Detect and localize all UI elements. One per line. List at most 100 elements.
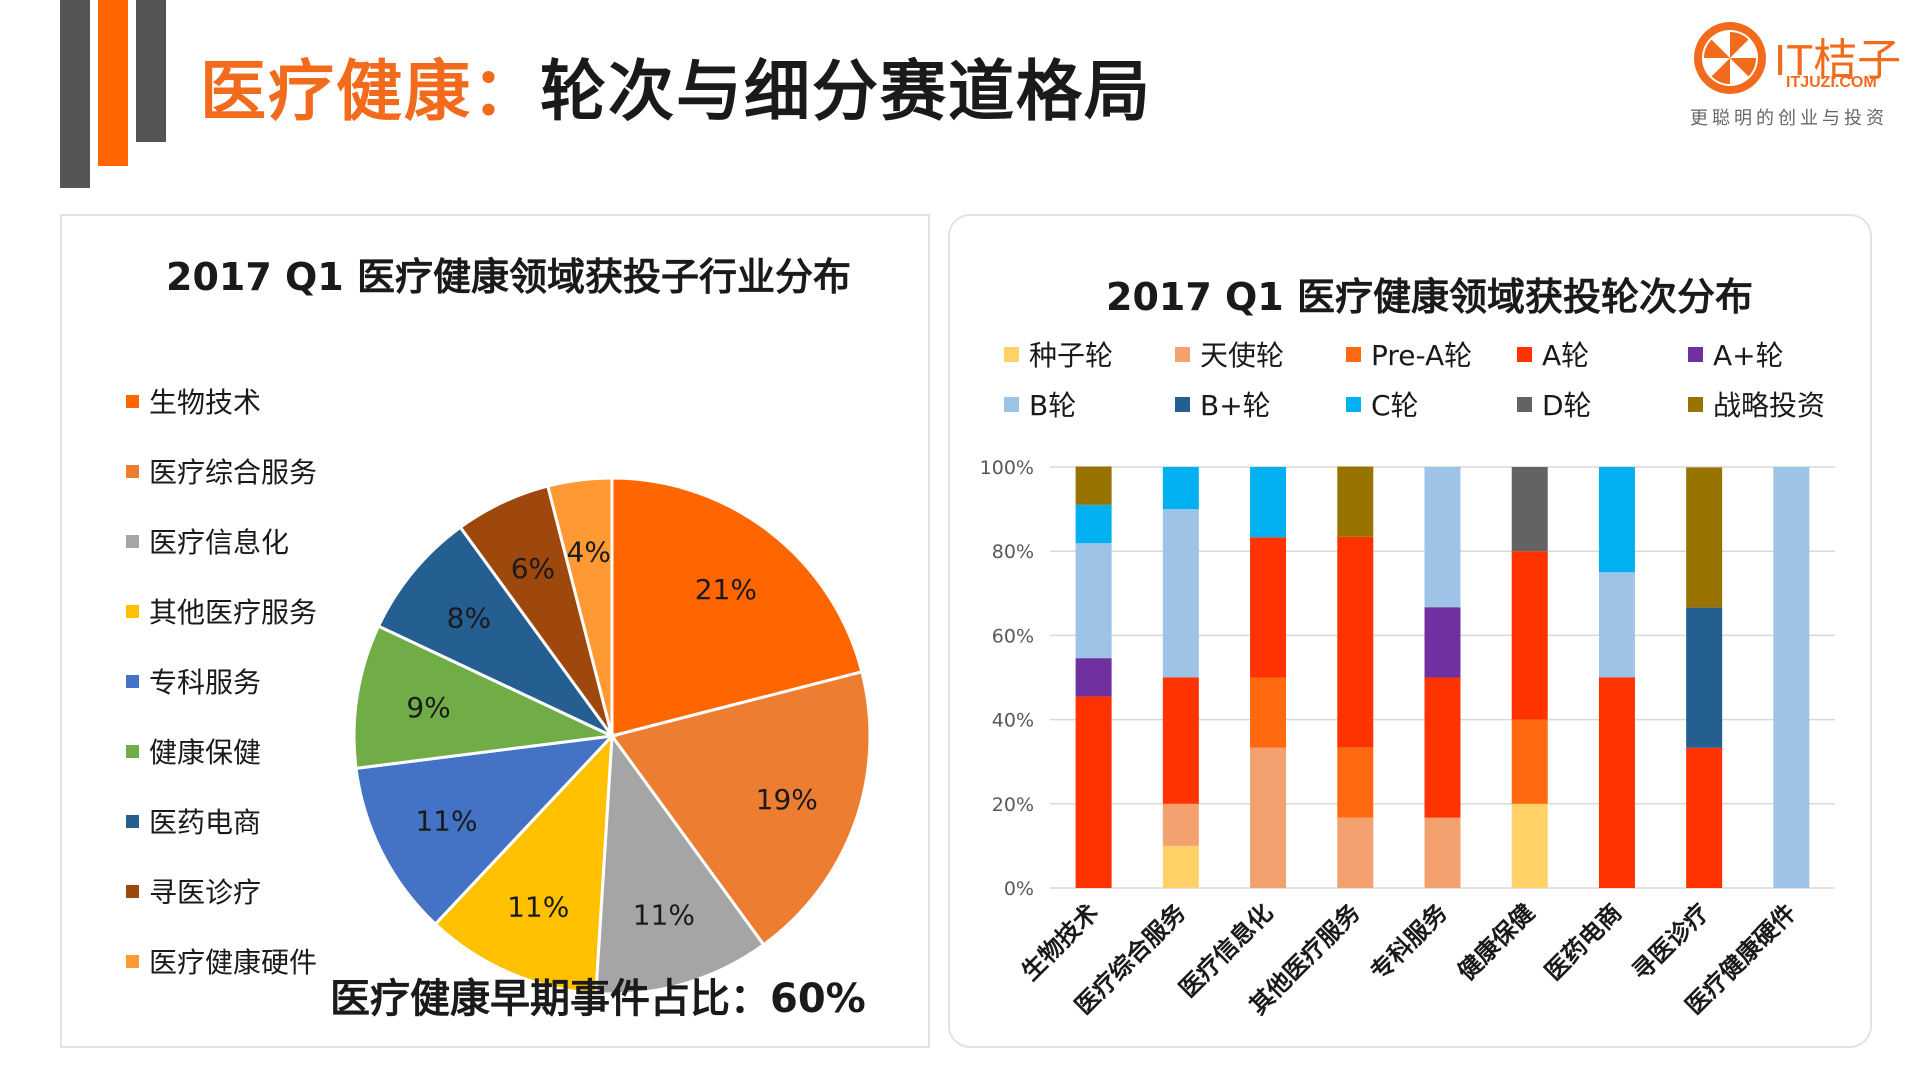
bar-segment — [1075, 543, 1112, 659]
bar-segment — [1162, 467, 1199, 510]
bar-segment — [1424, 677, 1461, 818]
pie-slice-label: 9% — [406, 691, 450, 724]
legend-swatch — [1175, 346, 1190, 362]
bar-legend-item: Pre-A轮 — [1346, 334, 1472, 374]
bar-legend-label: 战略投资 — [1713, 389, 1826, 422]
bar-segment — [1424, 467, 1461, 608]
bar-segment — [1162, 677, 1199, 804]
bar-legend-item: D轮 — [1517, 384, 1592, 424]
bar-segment — [1337, 536, 1374, 748]
bar-segment — [1773, 467, 1810, 888]
pie-slice-label: 6% — [511, 552, 555, 585]
legend-swatch — [126, 394, 139, 408]
bar-legend-item: C轮 — [1346, 384, 1419, 424]
pie-slice — [594, 731, 766, 996]
bar-legend-item: A+轮 — [1688, 334, 1784, 374]
pie-slice-label: 19% — [756, 783, 818, 816]
bar-legend-item: B轮 — [1004, 384, 1076, 424]
bar-segment — [1598, 572, 1635, 678]
pie-legend-item: 专科服务 — [126, 646, 317, 716]
x-category-label: 寻医诊疗 — [1627, 898, 1715, 986]
legend-swatch — [126, 464, 139, 478]
bar-segment — [1337, 747, 1374, 818]
legend-swatch — [1688, 396, 1703, 412]
y-tick-label: 40% — [992, 710, 1034, 732]
bar-segment — [1686, 467, 1723, 608]
bar-segment — [1250, 747, 1287, 888]
pie-legend-item: 寻医诊疗 — [126, 856, 317, 926]
bar-legend-label: C轮 — [1371, 389, 1419, 422]
legend-swatch — [126, 604, 139, 618]
legend-swatch — [1175, 396, 1190, 412]
y-tick-label: 100% — [980, 457, 1034, 479]
bar-segment — [1686, 747, 1723, 888]
bar-segment — [1511, 467, 1548, 552]
bar-legend-label: Pre-A轮 — [1371, 339, 1473, 372]
bar-segment — [1250, 467, 1287, 538]
y-tick-label: 60% — [992, 625, 1034, 647]
bar-segment — [1337, 466, 1374, 537]
legend-swatch — [126, 744, 139, 758]
bar-legend-label: A轮 — [1542, 339, 1590, 372]
bar-legend-label: A+轮 — [1713, 339, 1784, 372]
legend-swatch — [1688, 346, 1703, 362]
pie-slice-label: 11% — [415, 804, 477, 837]
bar-segment — [1250, 677, 1287, 748]
orange-slice-icon — [1694, 22, 1766, 94]
bar-segment — [1686, 607, 1723, 748]
pie-slice — [376, 525, 614, 738]
pie-legend-label: 医疗综合服务 — [149, 456, 318, 489]
pie-slice-label: 8% — [447, 602, 491, 635]
legend-swatch — [1004, 396, 1019, 412]
bar-segment — [1424, 607, 1461, 678]
pie-slice-label: 4% — [567, 536, 611, 569]
pie-legend-label: 医疗健康硬件 — [149, 946, 318, 979]
pie-legend: 生物技术 医疗综合服务 医疗信息化 其他医疗服务 专科服务 健康保健 医药电商 寻医诊疗 医疗健… — [126, 366, 317, 996]
pie-legend-label: 生物技术 — [149, 386, 262, 419]
bar-segment — [1337, 817, 1374, 888]
bar-segment — [1250, 537, 1287, 678]
x-category-label: 生物技术 — [1016, 898, 1104, 986]
page-title-accent: 医疗健康： — [200, 53, 540, 130]
pie-chart: 21% 19% 11% 11% 11% 9% 8% 6% 4% — [352, 476, 872, 996]
bar-segment — [1424, 817, 1461, 888]
bar-chart-title: 2017 Q1 医疗健康领域获投轮次分布 — [1106, 275, 1753, 319]
pie-legend-item: 其他医疗服务 — [126, 576, 317, 646]
bar-segment — [1511, 719, 1548, 804]
pie-legend-item: 医疗健康硬件 — [126, 926, 317, 996]
bar-legend-item: 战略投资 — [1688, 384, 1825, 424]
x-category-label: 专科服务 — [1365, 898, 1453, 986]
legend-swatch — [126, 674, 139, 688]
bar-segment — [1598, 467, 1635, 573]
pie-legend-item: 医疗信息化 — [126, 506, 317, 576]
bar-legend-item: B+轮 — [1175, 384, 1271, 424]
early-stage-share-note: 医疗健康早期事件占比：60% — [330, 976, 866, 1022]
bar-legend-label: B轮 — [1029, 389, 1077, 422]
y-tick-label: 80% — [992, 541, 1034, 563]
pie-slice — [609, 670, 872, 947]
brand-slogan: 更聪明的创业与投资 — [1690, 108, 1888, 129]
legend-swatch — [1346, 396, 1361, 412]
legend-swatch — [1346, 346, 1361, 362]
bar-legend-item: A轮 — [1517, 334, 1589, 374]
legend-swatch — [126, 954, 139, 968]
bar-segment — [1162, 509, 1199, 678]
bar-chart-panel: 2017 Q1 医疗健康领域获投轮次分布 种子轮 天使轮 Pre-A轮 A轮 A+轮 B轮… — [948, 214, 1872, 1048]
bar-legend-label: 天使轮 — [1200, 339, 1285, 372]
bar-segment — [1511, 551, 1548, 720]
pie-slice-label: 11% — [633, 898, 695, 931]
bar-segment — [1511, 803, 1548, 888]
pie-slice — [610, 476, 864, 738]
pie-chart-panel: 2017 Q1 医疗健康领域获投子行业分布 生物技术 医疗综合服务 医疗信息化 其他医… — [60, 214, 930, 1048]
bar-legend-item: 天使轮 — [1175, 334, 1284, 374]
pie-legend-item: 医疗综合服务 — [126, 436, 317, 506]
bar-segment — [1162, 845, 1199, 888]
legend-swatch — [126, 814, 139, 828]
bar-segment — [1075, 658, 1112, 697]
pie-legend-item: 医药电商 — [126, 786, 317, 856]
legend-swatch — [1517, 396, 1532, 412]
decor-bar-gray-2 — [136, 0, 166, 142]
brand-name: IT桔子 — [1774, 36, 1902, 85]
decor-bar-gray-1 — [60, 0, 90, 188]
bar-legend-label: B+轮 — [1200, 389, 1271, 422]
